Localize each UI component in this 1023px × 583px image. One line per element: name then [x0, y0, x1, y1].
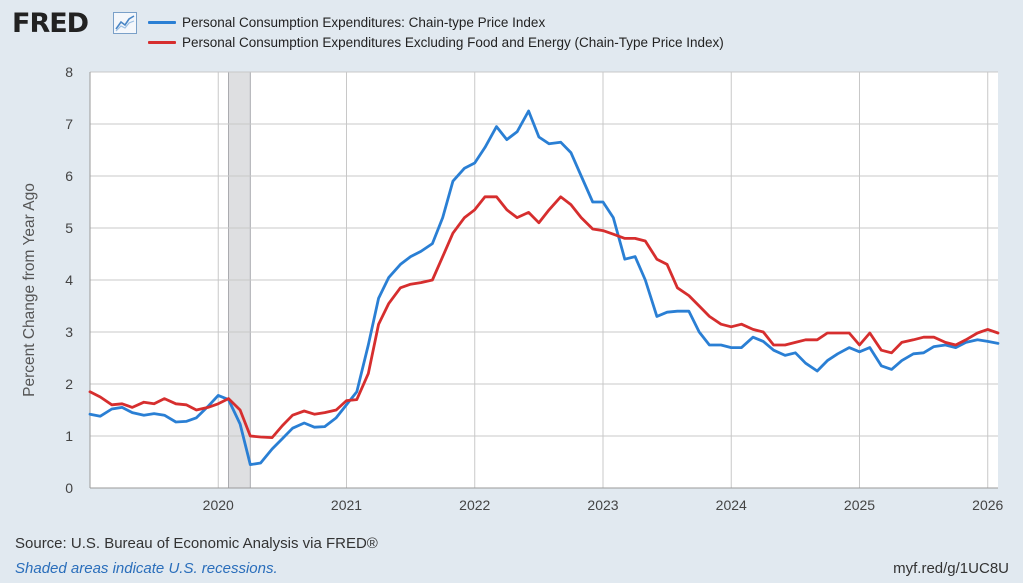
legend-label-core-pce: Personal Consumption Expenditures Exclud… [182, 34, 724, 50]
y-tick-label-1: 1 [65, 428, 73, 444]
y-tick-label-6: 6 [65, 168, 73, 184]
recession-note: Shaded areas indicate U.S. recessions. [15, 560, 278, 577]
y-tick-label-8: 8 [65, 64, 73, 80]
y-tick-label-2: 2 [65, 376, 73, 392]
x-tick-label-3: 2023 [587, 497, 618, 513]
source-text: Source: U.S. Bureau of Economic Analysis… [15, 535, 378, 552]
y-tick-label-4: 4 [65, 272, 73, 288]
x-tick-label-1: 2021 [331, 497, 362, 513]
x-tick-label-6: 2026 [972, 497, 1003, 513]
x-tick-label-4: 2024 [716, 497, 747, 513]
legend-swatch-core-pce [148, 40, 176, 44]
series-line-0 [88, 109, 1000, 467]
legend-swatch-pce [148, 20, 176, 24]
x-tick-label-5: 2025 [844, 497, 875, 513]
series-line-1 [88, 195, 1000, 440]
chart-legend: Personal Consumption Expenditures: Chain… [148, 12, 724, 52]
line-chart-icon [113, 12, 137, 34]
x-tick-label-0: 2020 [203, 497, 234, 513]
y-tick-label-3: 3 [65, 324, 73, 340]
fred-logo[interactable]: FRED [12, 8, 89, 39]
legend-item-core-pce[interactable]: Personal Consumption Expenditures Exclud… [148, 32, 724, 52]
legend-label-pce: Personal Consumption Expenditures: Chain… [182, 14, 546, 30]
short-link[interactable]: myf.red/g/1UC8U [893, 560, 1009, 577]
y-tick-label-0: 0 [65, 480, 73, 496]
x-tick-label-2: 2022 [459, 497, 490, 513]
legend-item-pce[interactable]: Personal Consumption Expenditures: Chain… [148, 12, 724, 32]
y-tick-label-5: 5 [65, 220, 73, 236]
y-tick-label-7: 7 [65, 116, 73, 132]
